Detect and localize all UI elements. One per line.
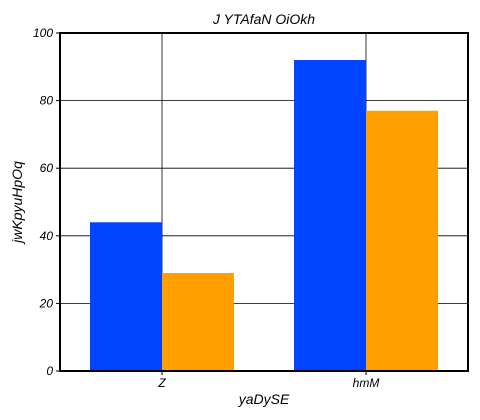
- y-tick-label: 20: [39, 296, 54, 310]
- chart-title: J YTAfaN OiOkh: [212, 11, 315, 27]
- x-axis-label: yaDySE: [238, 391, 290, 407]
- y-tick-label: 100: [33, 26, 53, 40]
- y-axis-label: jwKpyuHpOq: [9, 161, 25, 245]
- y-tick-label: 0: [46, 364, 53, 378]
- bar-series-1-hmM: [294, 60, 366, 371]
- axis-ticks: 0 20 40 60 80 100 Z hmM: [33, 26, 379, 390]
- y-tick-label: 80: [40, 94, 54, 108]
- x-tick-label: hmM: [353, 376, 380, 390]
- x-tick-label: Z: [157, 376, 166, 390]
- bars: [90, 60, 438, 372]
- bar-series-2-Z: [162, 272, 234, 371]
- plot-frame: [59, 32, 469, 372]
- y-tick-label: 60: [40, 161, 54, 175]
- bar-series-1-Z: [90, 222, 162, 371]
- y-tick-label: 40: [40, 229, 54, 243]
- bar-series-2-hmM: [366, 110, 438, 372]
